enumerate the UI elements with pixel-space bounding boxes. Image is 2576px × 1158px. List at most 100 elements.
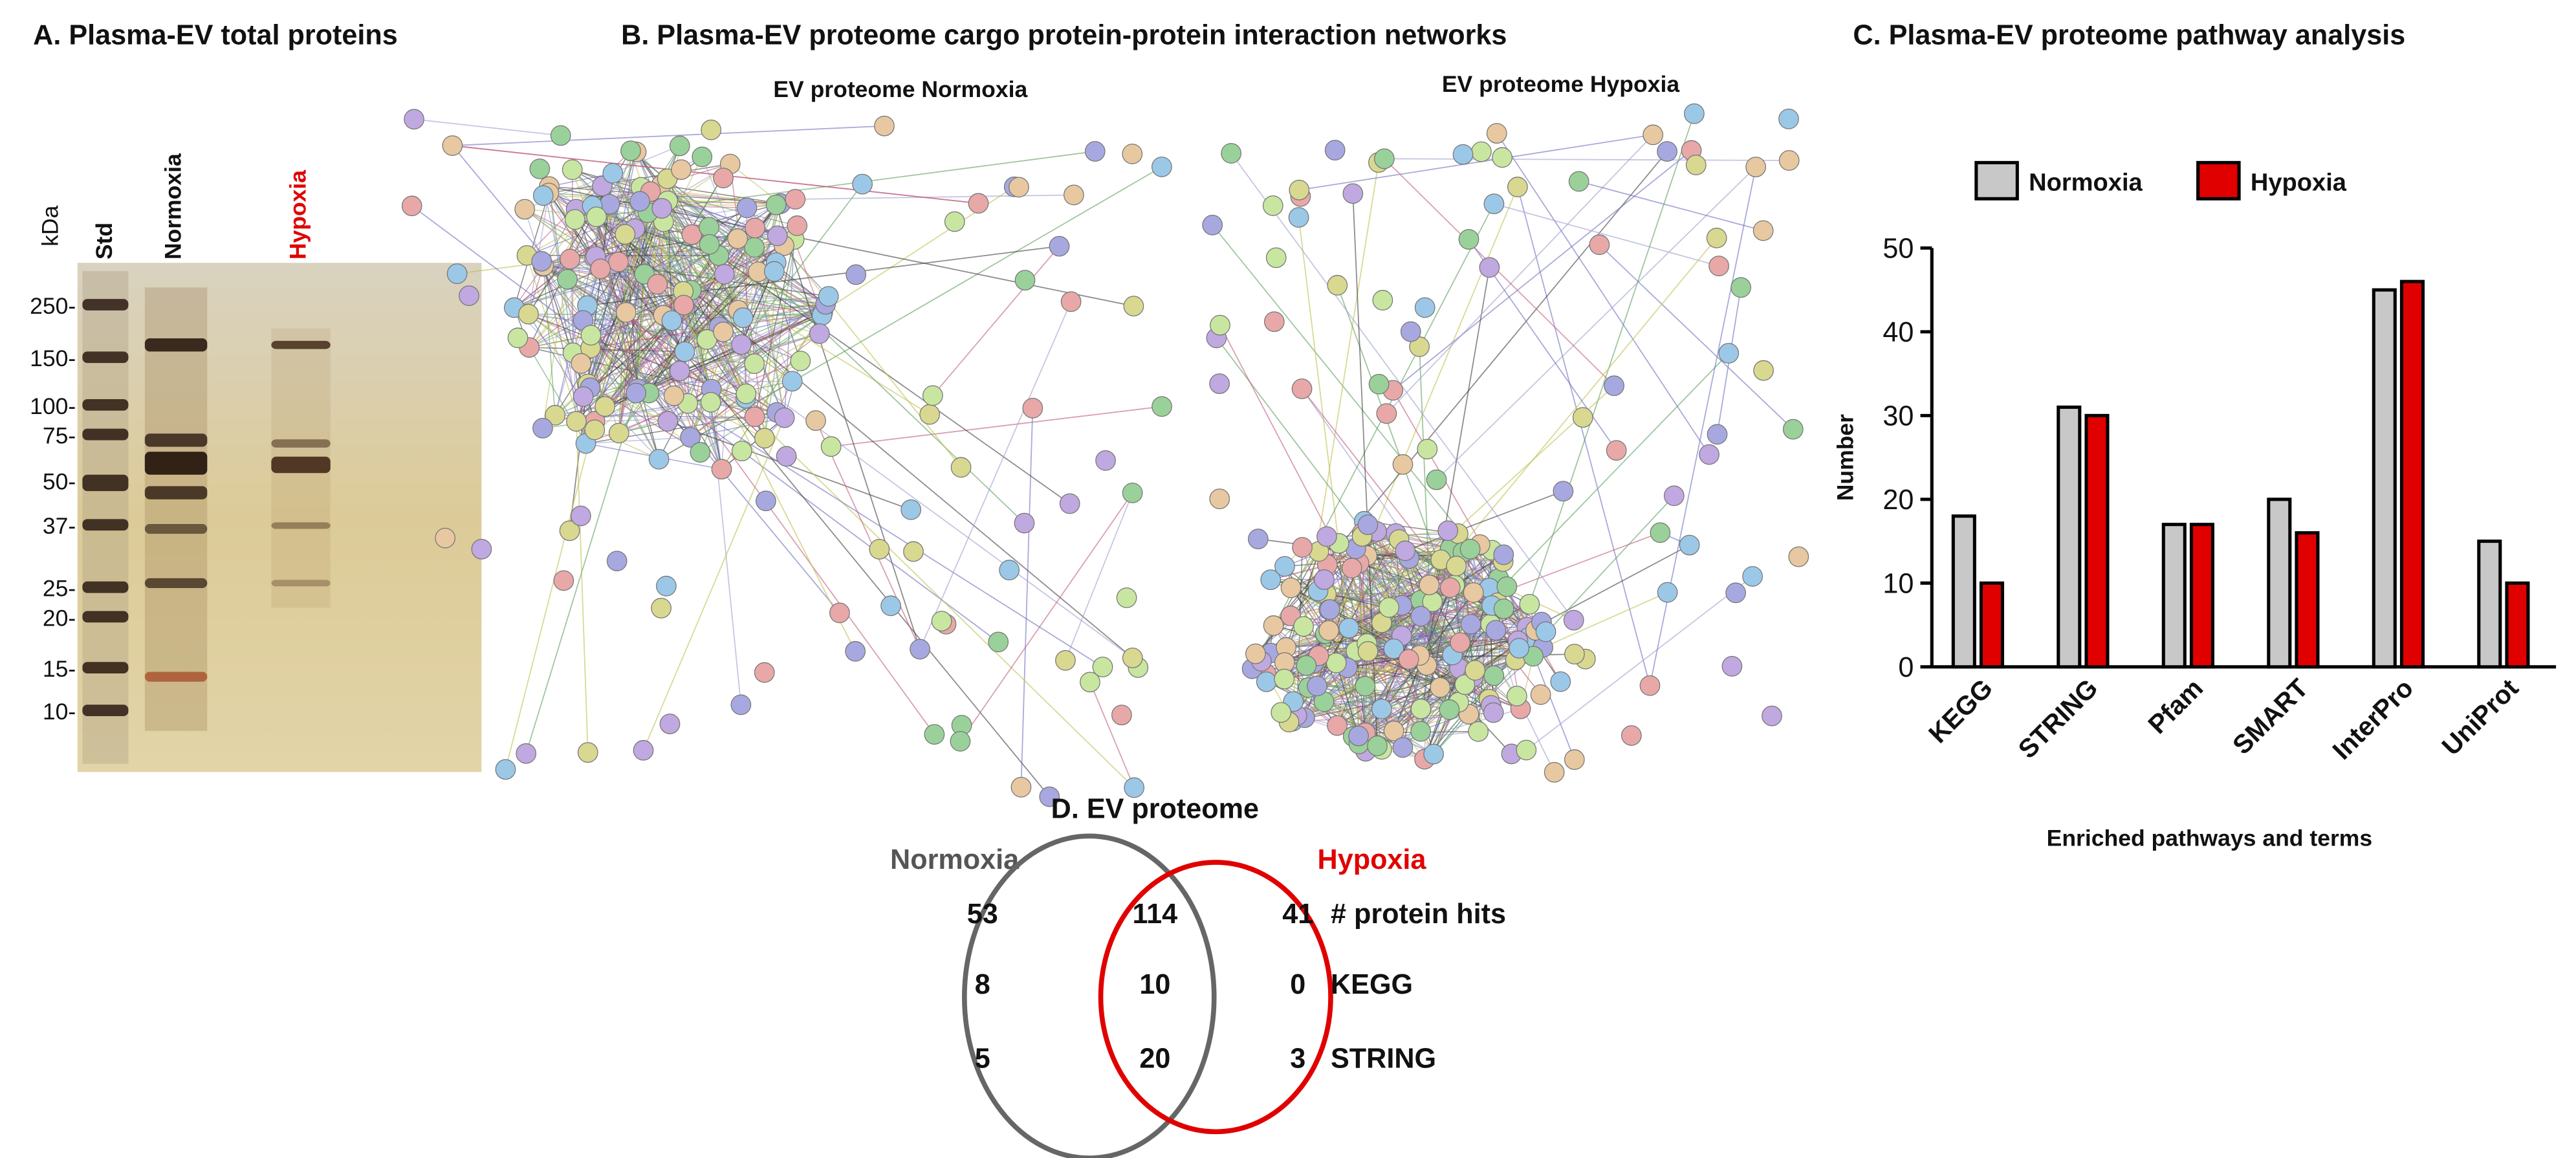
edge (754, 239, 795, 417)
node (1643, 124, 1664, 146)
node (1280, 577, 1302, 598)
node (852, 173, 873, 195)
node (1430, 677, 1451, 698)
edge (411, 205, 999, 643)
edge (1506, 586, 1575, 760)
normoxia-lane (144, 287, 208, 731)
node (459, 285, 479, 306)
node (1152, 157, 1172, 177)
edge (1301, 388, 1542, 695)
node (1084, 141, 1106, 162)
marker-label: 150- (30, 345, 76, 371)
legend-label: Normoxia (2029, 169, 2143, 197)
edge (1529, 113, 1695, 605)
edge (1367, 524, 1453, 655)
node (1493, 544, 1514, 565)
edge (711, 296, 829, 390)
node (1530, 684, 1551, 705)
node (1316, 526, 1337, 547)
node (1742, 566, 1763, 587)
node (1014, 512, 1035, 534)
node (1493, 598, 1514, 619)
edge (1348, 385, 1615, 629)
edge (1289, 646, 1544, 723)
node (1379, 597, 1399, 618)
lane-label: Normoxia (160, 153, 186, 259)
legend-swatch (1974, 160, 2019, 201)
venn-count: 41 (1282, 899, 1313, 930)
node (659, 714, 681, 734)
node (626, 382, 646, 404)
node (1122, 483, 1143, 503)
venn-count: 8 (975, 969, 990, 1000)
node (1122, 648, 1143, 668)
edge (1358, 563, 1366, 686)
node (1519, 594, 1540, 615)
node (1446, 556, 1467, 576)
node (1080, 672, 1100, 693)
edge (618, 151, 631, 433)
gel-bands (82, 299, 331, 717)
node (1202, 214, 1223, 235)
node (1657, 141, 1677, 162)
node (1650, 522, 1671, 543)
edge (959, 492, 1133, 742)
edge (710, 402, 742, 705)
marker-label: 50- (43, 469, 76, 495)
node (700, 391, 721, 413)
node (1289, 179, 1310, 201)
node (785, 189, 806, 210)
node (1010, 776, 1032, 798)
node (680, 427, 701, 448)
bar-chart: 0 10 20 30 40 50 Number Enriched pathways and t… (1832, 160, 2557, 851)
node (560, 248, 580, 270)
lane-label: Std (91, 223, 117, 259)
node (1265, 247, 1287, 268)
edge (1428, 237, 1718, 585)
node (1778, 150, 1800, 171)
edge (690, 247, 755, 438)
panel-c-title: C. Plasma-EV proteome pathway analysis (1853, 20, 2405, 51)
edge (1299, 134, 1654, 191)
node (446, 263, 468, 285)
edge (591, 314, 664, 336)
x-tick-label: Pfam (2142, 673, 2209, 739)
node (1550, 671, 1571, 692)
edge (1404, 490, 1564, 552)
y-tick-label: 20 (1883, 485, 1914, 516)
band (82, 705, 129, 717)
node (580, 325, 602, 346)
node (732, 307, 754, 329)
node (765, 194, 787, 215)
edge (754, 228, 785, 418)
band (82, 662, 129, 673)
node (776, 446, 797, 467)
node (1221, 143, 1242, 164)
node (516, 743, 537, 764)
node (1348, 725, 1369, 747)
edge (795, 194, 1074, 200)
node (1684, 103, 1705, 124)
node (1483, 702, 1504, 723)
bar (2295, 531, 2320, 669)
edge (1392, 149, 1692, 391)
edge (1649, 166, 1756, 686)
node (1725, 582, 1747, 604)
node (1122, 144, 1143, 164)
node (1485, 620, 1507, 641)
node (442, 135, 463, 156)
node (1492, 147, 1512, 168)
node (529, 158, 551, 179)
x-tick-label: SMART (2227, 673, 2314, 760)
networks (401, 103, 1809, 807)
legend-swatch (2196, 160, 2241, 201)
node (1367, 736, 1388, 756)
node (1458, 229, 1479, 250)
node (931, 611, 952, 631)
node (1291, 378, 1313, 399)
node (584, 419, 606, 441)
edge (612, 173, 856, 652)
node (1245, 643, 1266, 664)
node (764, 261, 785, 282)
node (1376, 403, 1397, 424)
